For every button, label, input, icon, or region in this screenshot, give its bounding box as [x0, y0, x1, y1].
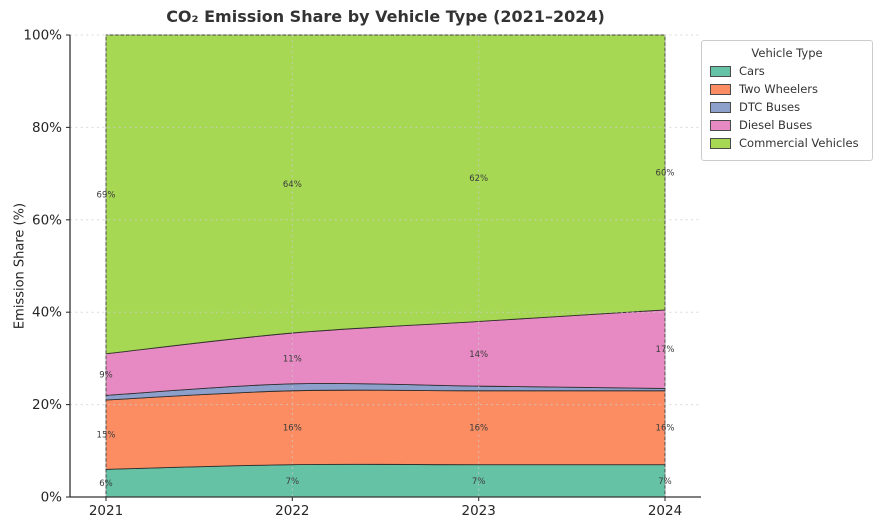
legend-entry-label: Two Wheelers — [739, 82, 819, 96]
x-tick-label: 2021 — [89, 503, 123, 519]
y-tick-label: 20% — [32, 397, 62, 413]
data-label: 7% — [658, 477, 672, 487]
data-label: 7% — [286, 477, 300, 487]
area-cars — [105, 463, 666, 498]
legend-title: Vehicle Type — [751, 46, 823, 60]
x-tick-label: 2023 — [461, 503, 495, 519]
legend-swatch-two-wheelers — [710, 83, 731, 95]
legend-swatch-commercial-vehicles — [710, 137, 731, 149]
legend-swatch-diesel-buses — [710, 119, 731, 131]
data-label: 69% — [97, 190, 116, 200]
data-label: 9% — [99, 371, 113, 381]
y-tick-label: 60% — [32, 212, 62, 228]
data-label: 60% — [656, 168, 675, 178]
legend-entries: Cars Two Wheelers DTC Buses Diesel Buses Com… — [710, 64, 864, 150]
legend-entry-two-wheelers: Two Wheelers — [710, 82, 864, 96]
legend-entry-diesel-buses: Diesel Buses — [710, 118, 864, 132]
legend-entry-cars: Cars — [710, 64, 864, 78]
chart-title: CO₂ Emission Share by Vehicle Type (2021… — [166, 7, 605, 26]
data-label: 16% — [283, 424, 302, 434]
legend-entry-dtc-buses: DTC Buses — [710, 100, 864, 114]
x-tick-label: 2022 — [275, 503, 309, 519]
y-tick-label: 80% — [32, 120, 62, 136]
data-label: 17% — [656, 345, 675, 355]
data-label: 16% — [469, 424, 488, 434]
data-label: 16% — [656, 424, 675, 434]
data-label: 62% — [469, 174, 488, 184]
data-label: 64% — [283, 180, 302, 190]
y-tick-label: 100% — [23, 28, 62, 44]
data-label: 6% — [99, 479, 113, 489]
area-two-wheelers — [105, 389, 666, 470]
legend-entry-label: Cars — [739, 64, 765, 78]
area-commercial-vehicles — [105, 34, 666, 355]
legend-entry-label: Diesel Buses — [739, 118, 813, 132]
data-label: 15% — [97, 431, 116, 441]
y-tick-label: 0% — [41, 490, 63, 506]
legend-entry-label: DTC Buses — [739, 100, 801, 114]
legend-entry-commercial-vehicles: Commercial Vehicles — [710, 136, 864, 150]
y-tick-label: 40% — [32, 305, 62, 321]
legend-swatch-cars — [710, 65, 731, 77]
legend: Vehicle Type Cars Two Wheelers DTC Buses Di… — [701, 40, 873, 161]
data-label: 7% — [472, 477, 486, 487]
data-label: 11% — [283, 354, 302, 364]
x-tick-label: 2024 — [648, 503, 682, 519]
legend-entry-label: Commercial Vehicles — [739, 136, 859, 150]
data-label: 14% — [469, 350, 488, 360]
legend-swatch-dtc-buses — [710, 101, 731, 113]
